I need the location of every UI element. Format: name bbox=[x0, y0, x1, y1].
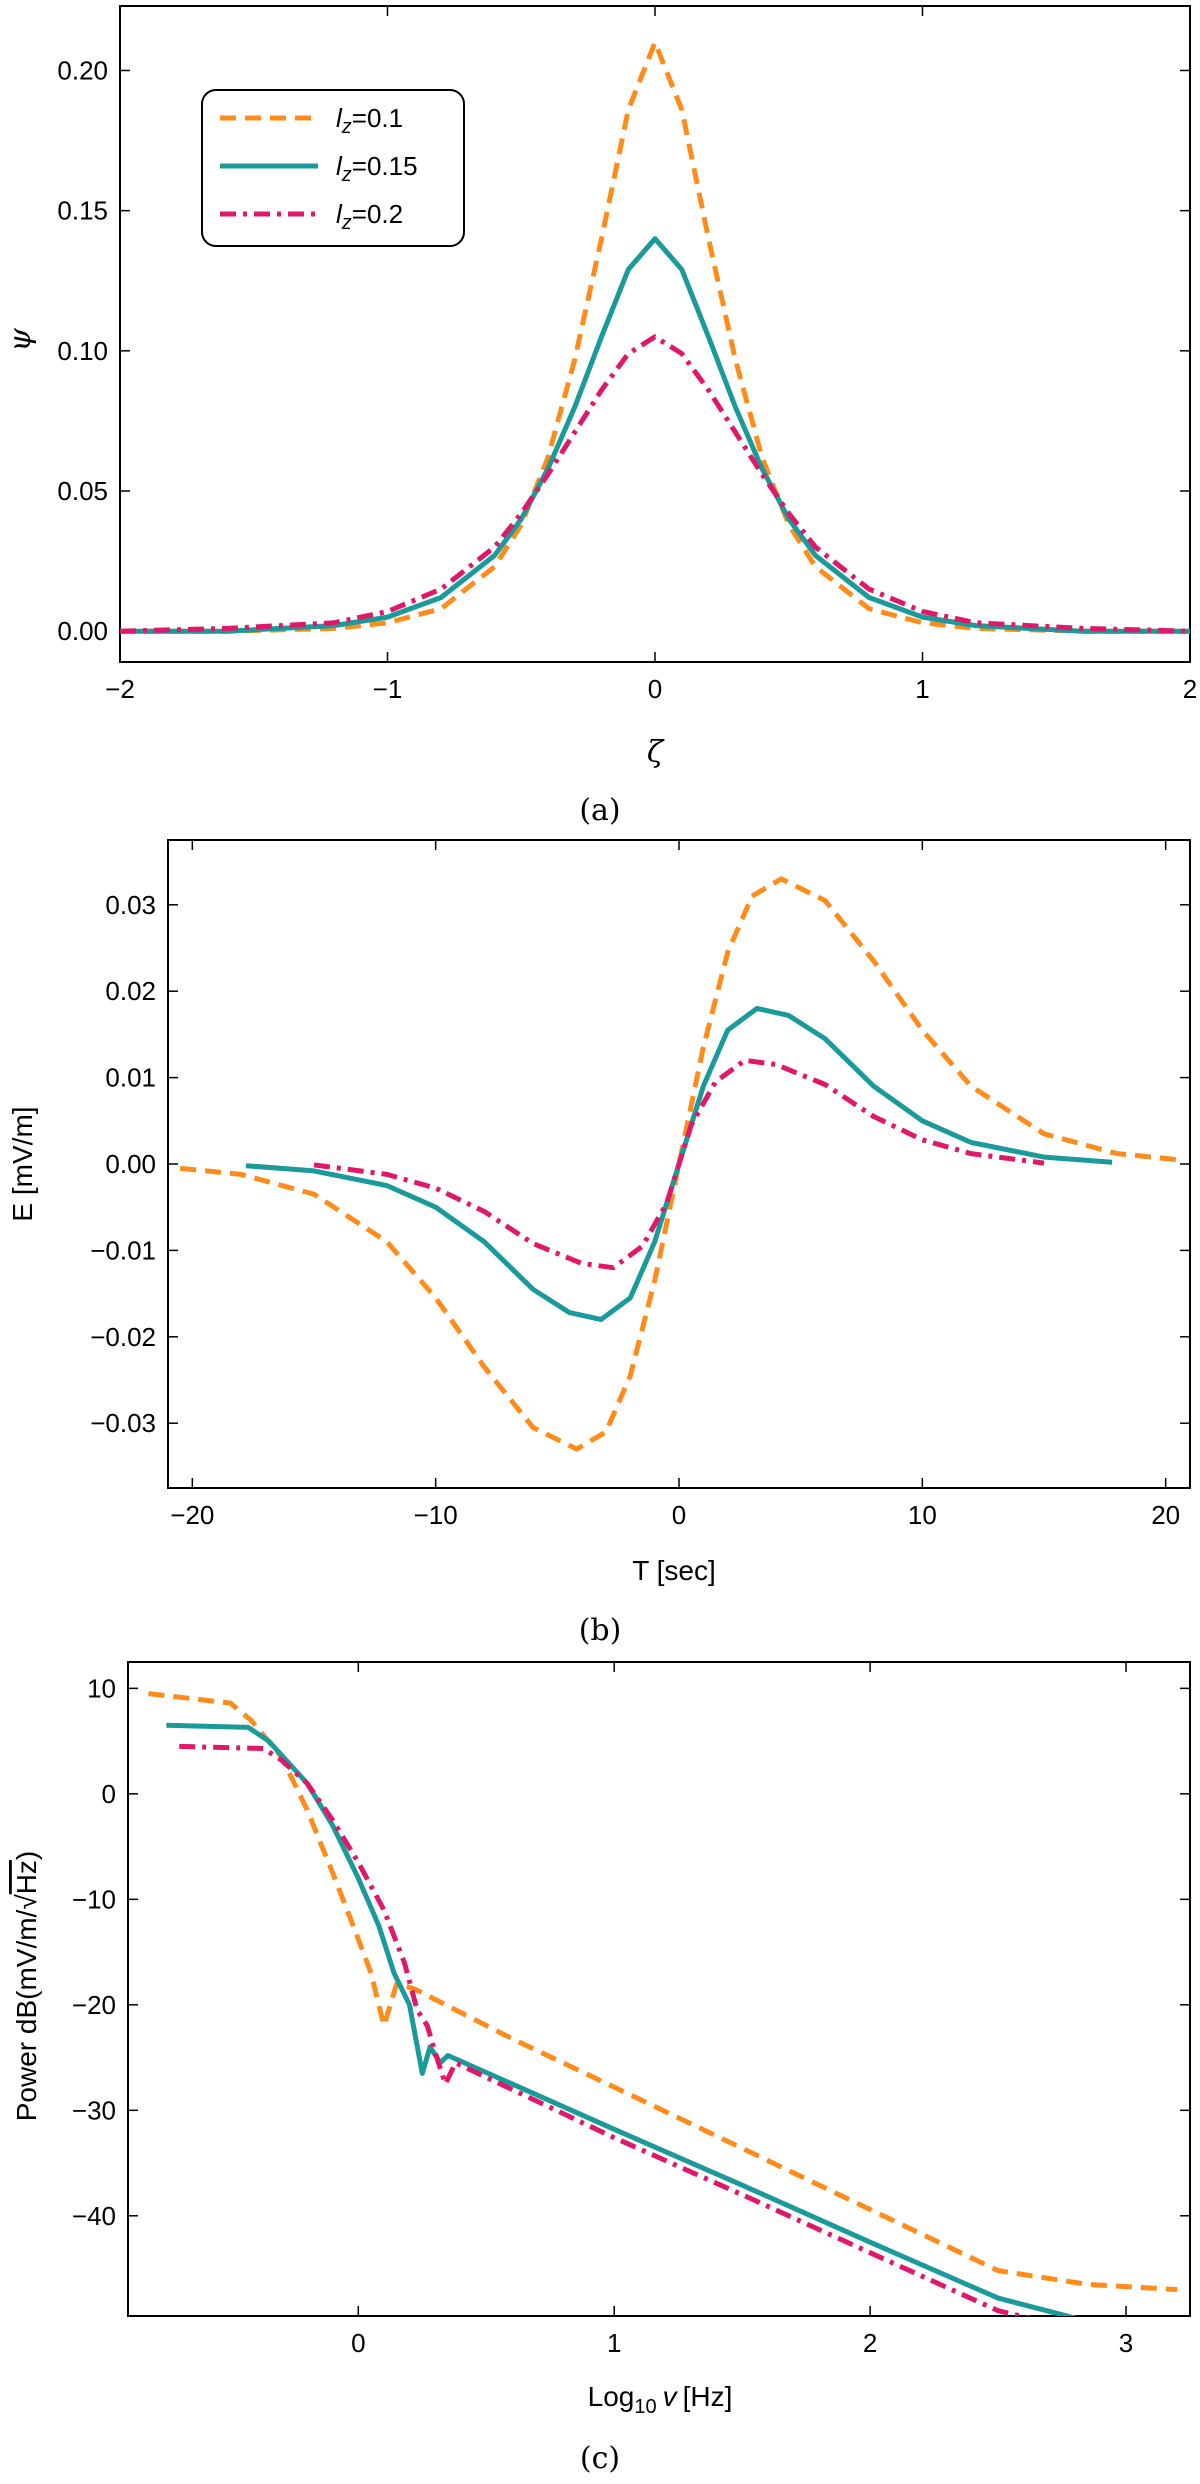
x-tick-label-c: 2 bbox=[863, 2328, 877, 2358]
x-tick-label-c: 3 bbox=[1119, 2328, 1133, 2358]
x-tick-label-a: −2 bbox=[105, 674, 135, 704]
y-tick-label-a: 0.05 bbox=[57, 476, 108, 506]
y-tick-label-c: −40 bbox=[72, 2201, 116, 2231]
y-tick-label-b: −0.02 bbox=[90, 1322, 156, 1352]
series-line-dashed-a bbox=[120, 39, 1190, 634]
series-group-a bbox=[120, 39, 1190, 634]
legend-entry-2: lz=0.15 bbox=[336, 151, 418, 186]
x-tick-label-c: 0 bbox=[351, 2328, 365, 2358]
x-tick-label-a: 0 bbox=[648, 674, 662, 704]
x-axis-label-a: ζ bbox=[647, 735, 665, 770]
y-tick-label-a: 0.15 bbox=[57, 196, 108, 226]
y-tick-label-a: 0.00 bbox=[57, 616, 108, 646]
y-tick-label-a: 0.10 bbox=[57, 336, 108, 366]
caption-c: (c) bbox=[580, 2441, 620, 2476]
y-tick-label-c: −10 bbox=[72, 1884, 116, 1914]
series-line-dashdot-b bbox=[313, 1057, 1045, 1271]
y-axis-label-b: E [mV/m] bbox=[7, 1106, 38, 1221]
legend-entry-3: lz=0.2 bbox=[336, 199, 403, 234]
panel-c-power-chart: 0 1 2 3 −40 −30 −20 −10 0 10 Power dB(mV/m/√Hz) L… bbox=[11, 1661, 1191, 2476]
series-line-dashed-c bbox=[148, 1691, 1178, 2293]
series-line-dashdot-c bbox=[179, 1743, 1032, 2316]
y-axis-label-a: ψ bbox=[3, 328, 38, 352]
y-tick-label-b: −0.01 bbox=[90, 1235, 156, 1265]
x-tick-label-c: 1 bbox=[607, 2328, 621, 2358]
x-tick-label-b: −10 bbox=[414, 1500, 458, 1530]
ticks-b: −20 −10 0 10 20 −0.03 −0.02 −0.01 0.00 0.01 0.02 0.… bbox=[90, 840, 1190, 1530]
series-line-dashdot-a bbox=[120, 334, 1190, 634]
legend: lz=0.1 lz=0.15 lz=0.2 bbox=[201, 89, 465, 247]
y-tick-label-a: 0.20 bbox=[57, 55, 108, 85]
y-tick-label-c: 10 bbox=[87, 1673, 116, 1703]
y-tick-label-c: −20 bbox=[72, 1990, 116, 2020]
y-tick-label-c: −30 bbox=[72, 2095, 116, 2125]
series-line-solid-a bbox=[120, 236, 1190, 634]
plot-frame-c bbox=[127, 1661, 1191, 2317]
series-line-solid-c bbox=[166, 1722, 1078, 2316]
x-axis-label-b: T [sec] bbox=[632, 1555, 716, 1586]
panel-b-field-chart: −20 −10 0 10 20 −0.03 −0.02 −0.01 0.00 0.01 0.02 0.… bbox=[7, 839, 1191, 1648]
legend-entry-1: lz=0.1 bbox=[336, 103, 403, 138]
series-group-c bbox=[148, 1691, 1178, 2316]
legend-box bbox=[201, 89, 465, 247]
x-tick-label-a: 1 bbox=[915, 674, 929, 704]
y-tick-label-b: −0.03 bbox=[90, 1408, 156, 1438]
ticks-c: 0 1 2 3 −40 −30 −20 −10 0 10 bbox=[72, 1662, 1190, 2358]
x-tick-label-b: 20 bbox=[1151, 1500, 1180, 1530]
panel-a-psi-chart: −2 −1 0 1 2 0.00 0.05 0.10 0.15 0.20 lz=0.1 lz=0.… bbox=[3, 5, 1197, 828]
x-tick-label-a: −1 bbox=[373, 674, 403, 704]
y-tick-label-b: 0.03 bbox=[105, 890, 156, 920]
caption-b: (b) bbox=[579, 1613, 622, 1648]
series-group-b bbox=[179, 876, 1179, 1452]
x-tick-label-b: 10 bbox=[908, 1500, 937, 1530]
x-tick-label-a: 2 bbox=[1183, 674, 1197, 704]
caption-a: (a) bbox=[579, 793, 620, 828]
x-tick-label-b: 0 bbox=[672, 1500, 686, 1530]
x-tick-label-b: −20 bbox=[170, 1500, 214, 1530]
y-axis-label-c: Power dB(mV/m/√Hz) bbox=[11, 1851, 42, 2122]
x-axis-label-c: Log10 v [Hz] bbox=[588, 2381, 733, 2418]
y-tick-label-c: 0 bbox=[102, 1779, 116, 1809]
y-tick-label-b: 0.02 bbox=[105, 976, 156, 1006]
y-tick-label-b: 0.01 bbox=[105, 1063, 156, 1093]
y-tick-label-b: 0.00 bbox=[105, 1149, 156, 1179]
